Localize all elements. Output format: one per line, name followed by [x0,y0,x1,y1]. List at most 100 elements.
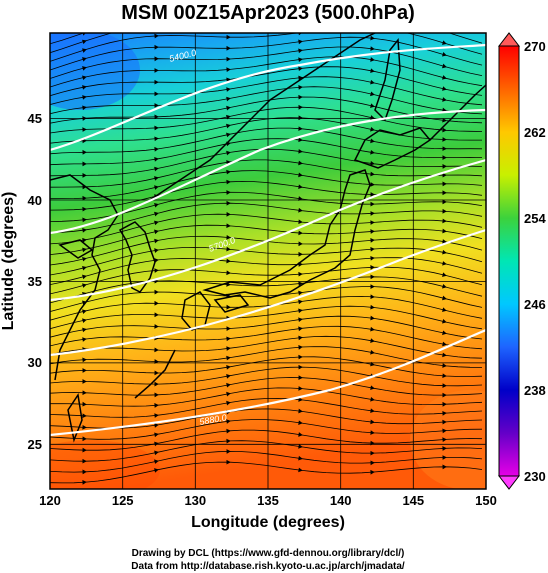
x-tick: 120 [39,493,61,508]
flow-arrow [154,166,159,172]
flow-arrow [154,68,159,73]
flow-arrow [154,324,159,329]
flow-arrow [154,114,159,120]
flow-arrow [442,164,447,169]
streamline [50,180,483,211]
flow-arrow [154,125,159,131]
flow-arrow [82,274,87,280]
flow-arrow [82,337,87,342]
flow-arrow [370,408,375,414]
flow-arrow [82,105,87,111]
streamline [50,266,483,295]
flow-arrow [442,228,447,234]
flow-arrow [442,401,447,407]
flow-arrow [226,223,231,229]
flow-arrow [298,241,303,247]
streamline [50,213,483,245]
flow-arrow [370,171,375,177]
flow-arrow [298,160,303,166]
colorbar-tick: 270 [524,39,546,54]
streamline [50,325,483,350]
flow-arrow [226,438,231,444]
flow-arrow [370,246,375,252]
flow-arrow [226,391,231,397]
flow-arrow [226,105,231,111]
flow-arrow [226,400,231,406]
streamline [50,315,483,340]
warm-region-south [50,440,160,489]
flow-arrow [371,26,374,29]
colorbar-tick: 230 [524,469,546,484]
flow-arrow [82,227,87,233]
flow-arrow [226,346,231,351]
flow-arrow [82,401,87,407]
flow-arrow [370,304,375,310]
flow-arrow [154,347,159,353]
streamline [50,356,483,377]
flow-arrow [370,160,375,166]
flow-arrow [370,138,375,144]
flow-arrow [298,104,303,110]
x-axis: 120 125 130 135 140 145 150 [39,493,497,508]
cold-core [50,33,140,110]
flow-arrow [298,66,303,72]
flow-arrow [298,444,303,449]
flow-arrow [298,39,303,45]
flow-arrow [226,160,231,165]
y-axis: 25 30 35 40 45 [28,111,42,452]
streamline [50,36,483,71]
y-tick: 35 [28,274,42,289]
streamline [50,408,483,429]
flow-arrow [82,265,87,271]
flow-arrow [442,295,447,301]
flow-arrow [226,382,231,388]
flow-arrow [370,46,375,51]
flow-arrow [154,381,159,387]
flow-arrow [370,211,375,216]
flow-arrow [298,408,303,414]
streamline [50,295,483,321]
flow-arrow [370,182,375,187]
streamline [50,117,482,144]
streamline [50,86,483,115]
flow-arrow [370,57,375,62]
flow-arrow [442,97,447,102]
flow-arrow [154,268,159,273]
flow-arrow [154,289,159,295]
flow-arrow [154,33,159,39]
flow-arrow [298,317,303,323]
flow-arrow [82,327,87,333]
colorbar: 270 262 254 246 238 230 [497,32,546,490]
flow-arrow [226,45,231,51]
flow-arrow [298,184,303,190]
flow-arrow [442,464,447,470]
streamline [50,387,483,407]
flow-arrow [226,77,231,83]
flow-arrow [154,91,159,97]
flow-arrow [298,94,303,100]
streamline [50,305,483,330]
streamline [50,335,483,359]
colorbar-tick: 254 [524,211,546,226]
flow-arrow [370,79,375,85]
plot-area: 5400.0 5700.0 5880.0 [50,26,486,489]
flow-arrow [154,136,159,142]
flow-arrow [370,265,375,270]
x-axis-label: Longitude (degrees) [191,514,345,531]
flow-arrow [154,392,159,398]
flow-arrow [226,374,231,379]
streamline [50,286,483,312]
flow-arrow [82,447,87,453]
flow-arrow [442,239,447,244]
streamline [50,440,483,462]
flow-arrow [370,315,375,321]
flow-arrow [442,307,447,312]
streamline [50,224,483,255]
colorbar-scale [498,45,520,477]
flow-arrow [226,87,231,92]
flow-arrow [226,212,231,217]
flow-arrow [298,375,303,380]
flow-arrow [370,284,375,289]
flow-arrow [442,352,447,358]
flow-arrow [442,363,447,368]
